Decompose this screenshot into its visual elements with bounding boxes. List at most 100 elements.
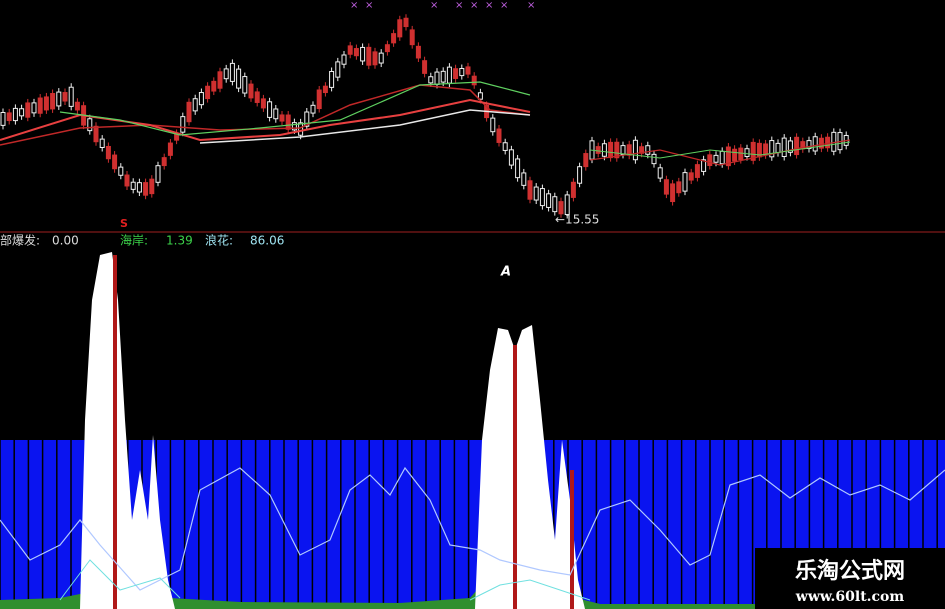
signal-cross: × <box>470 0 478 11</box>
candle-body <box>180 116 186 133</box>
candle-body <box>217 71 223 89</box>
candle-body <box>143 182 149 196</box>
candle-body <box>25 102 31 118</box>
indicator-label: 浪花: <box>205 233 233 248</box>
signal-cross: × <box>430 0 438 11</box>
candle-body <box>694 164 700 178</box>
indicator-value: 86.06 <box>250 234 284 248</box>
candle-body <box>56 91 62 107</box>
candle-body <box>818 137 824 149</box>
candle-body <box>310 104 316 114</box>
candle-body <box>719 150 725 165</box>
indicator-value: 0.00 <box>52 234 79 248</box>
ma-line <box>589 139 851 166</box>
signal-cross: × <box>485 0 493 11</box>
candle-body <box>267 101 273 118</box>
candle-body <box>273 108 279 120</box>
watermark-title: 乐淘公式网 <box>795 558 905 584</box>
candle-body <box>372 51 378 66</box>
wave-line <box>0 466 945 591</box>
candle-body <box>93 125 99 143</box>
candle-body <box>707 154 713 166</box>
candle-body <box>471 75 477 86</box>
candle-body <box>583 153 589 168</box>
price-label: ←15.55 <box>555 213 599 227</box>
candle-body <box>118 166 124 176</box>
candle-body <box>43 96 49 111</box>
spike-area <box>475 325 585 609</box>
candle-body <box>291 122 297 131</box>
candle-body <box>682 172 688 192</box>
candle-body <box>775 142 781 154</box>
candle-body <box>279 114 285 122</box>
candle-body <box>415 45 421 59</box>
candle-body <box>198 92 204 106</box>
candle-body <box>167 142 173 156</box>
candle-body <box>564 194 570 216</box>
candle-body <box>750 141 756 161</box>
candle-body <box>87 118 93 132</box>
candle-body <box>595 146 601 154</box>
candle-body <box>577 166 583 184</box>
candle-body <box>329 70 335 88</box>
candle-body <box>670 183 676 203</box>
signal-marker: A <box>500 265 511 280</box>
candle-body <box>322 85 328 94</box>
candle-body <box>614 141 620 159</box>
candle-body <box>453 68 459 79</box>
watermark-box <box>755 548 945 609</box>
candle-body <box>459 68 465 77</box>
candle-body <box>688 172 694 181</box>
candle-body <box>434 71 440 85</box>
candle-body <box>645 145 651 155</box>
candle-body <box>422 60 428 74</box>
candle-body <box>794 136 800 156</box>
signal-cross: × <box>455 0 463 11</box>
candle-body <box>539 188 545 207</box>
candle-body <box>130 181 136 190</box>
candle-body <box>812 136 818 152</box>
candle-body <box>68 86 74 107</box>
ma-line <box>199 109 531 144</box>
candle-body <box>316 89 322 110</box>
ma-line <box>589 141 851 159</box>
spike-area <box>80 252 175 609</box>
candle-body <box>37 97 43 114</box>
candle-body <box>0 111 6 126</box>
candle-body <box>701 159 707 172</box>
wave-line <box>59 559 181 601</box>
indicator-label: 海岸: <box>120 233 148 248</box>
candle-body <box>105 145 111 160</box>
candle-body <box>725 146 731 167</box>
candle-body <box>74 101 80 111</box>
indicator-value: 1.39 <box>166 234 193 248</box>
candle-body <box>236 68 242 89</box>
candle-body <box>192 98 198 112</box>
candle-body <box>825 136 831 149</box>
candle-body <box>397 19 403 38</box>
ma-line <box>59 81 531 136</box>
signal-cross: × <box>365 0 373 11</box>
candle-body <box>769 140 775 158</box>
candle-body <box>211 80 217 92</box>
candle-body <box>781 137 787 158</box>
price-panel: × × × × × × × × <box>0 0 851 219</box>
candle-body <box>632 139 638 161</box>
candle-body <box>341 54 347 65</box>
candle-body <box>465 66 471 75</box>
candle-body <box>490 117 496 133</box>
candle-body <box>384 44 390 53</box>
candle-body <box>304 111 310 127</box>
candle-body <box>626 144 632 156</box>
candle-body <box>205 85 211 100</box>
candle-body <box>335 61 341 78</box>
candle-body <box>19 108 25 117</box>
signal-bar <box>513 345 517 609</box>
signal-cross: × <box>500 0 508 11</box>
candle-body <box>149 178 155 195</box>
candle-body <box>515 158 521 179</box>
candle-body <box>391 33 397 44</box>
signal-bar <box>113 255 117 609</box>
candle-body <box>360 46 366 62</box>
